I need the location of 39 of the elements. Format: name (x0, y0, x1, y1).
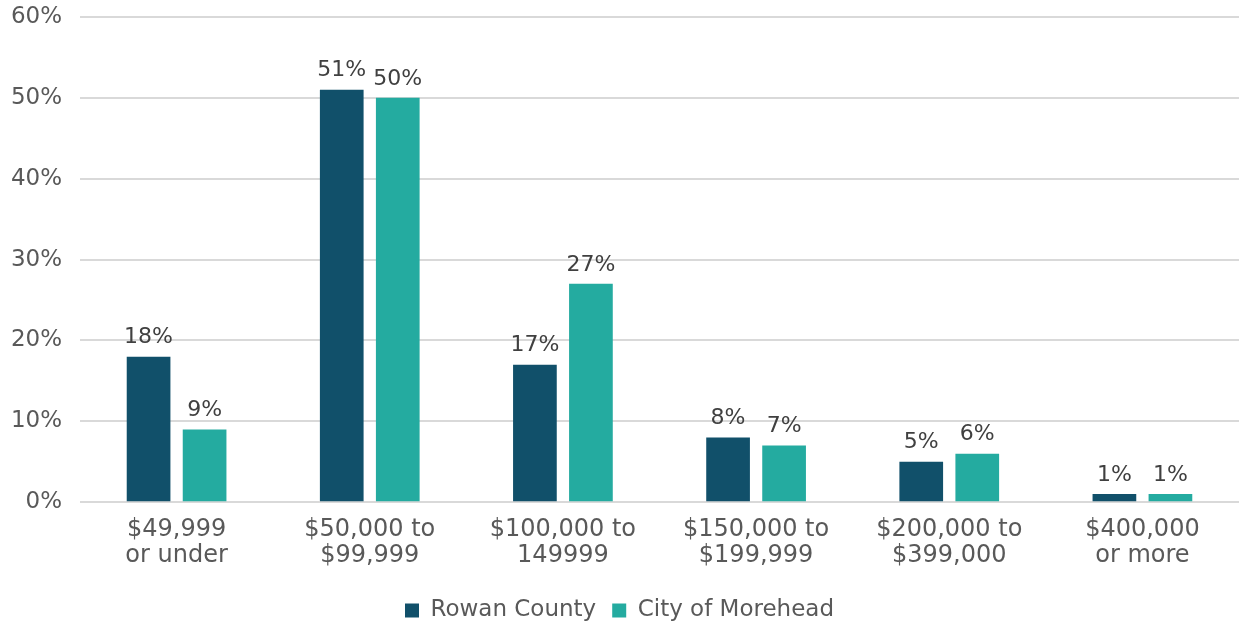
data-label: 51% (317, 56, 367, 82)
data-label: 9% (187, 396, 223, 422)
bar (182, 429, 227, 502)
bar (375, 97, 420, 502)
x-tick-label: $49,999 or under (125, 513, 228, 569)
y-tick-label: 60% (10, 1, 62, 28)
y-tick-label: 50% (10, 82, 62, 109)
data-label: 1% (1152, 460, 1188, 486)
bar (706, 437, 750, 502)
data-label: 5% (903, 428, 939, 454)
bar (762, 445, 806, 502)
data-label: 6% (959, 420, 995, 446)
bar (569, 283, 613, 502)
data-label: 50% (373, 64, 423, 90)
bar (319, 89, 364, 502)
x-tick-label: $150,000 to $199,999 (682, 513, 830, 569)
data-label: 8% (710, 404, 746, 430)
bar (513, 364, 557, 502)
legend-label: City of Morehead (637, 595, 835, 622)
x-tick-label: $200,000 to $399,000 (876, 513, 1023, 569)
y-tick-label: 10% (10, 406, 62, 433)
y-tick-label: 40% (10, 163, 62, 190)
y-tick-label: 30% (10, 244, 62, 271)
x-tick-label: $50,000 to $99,999 (304, 513, 436, 569)
bar (955, 453, 1000, 502)
data-label: 27% (566, 250, 616, 276)
bar (1092, 494, 1137, 502)
legend-label: Rowan County (430, 595, 597, 622)
bar (899, 461, 944, 502)
data-label: 17% (510, 331, 560, 357)
x-tick-label: $100,000 to 149999 (489, 513, 637, 569)
bar (126, 356, 171, 502)
bar (1148, 494, 1193, 502)
data-label: 7% (766, 412, 802, 438)
data-label: 1% (1096, 460, 1132, 486)
y-tick-label: 20% (10, 325, 62, 352)
data-label: 18% (124, 323, 174, 349)
y-tick-label: 0% (25, 487, 62, 514)
x-tick-label: $400,000 or more (1085, 513, 1200, 569)
